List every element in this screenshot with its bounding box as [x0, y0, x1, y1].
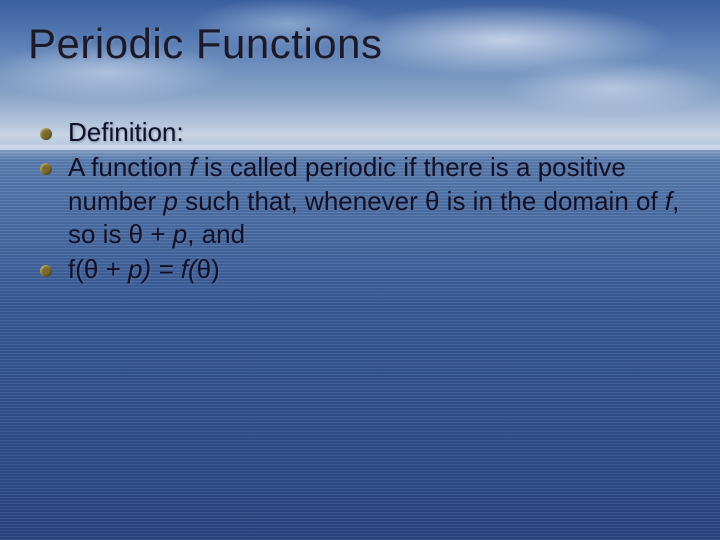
bullet-description: A function f is called periodic if there… — [34, 151, 692, 251]
slide-content: Periodic Functions Definition: A functio… — [0, 0, 720, 286]
bullet-text: Definition: — [68, 117, 184, 147]
text-fragment: f(θ + — [68, 254, 128, 284]
bullet-definition: Definition: — [34, 116, 692, 149]
bullet-list: Definition: A function f is called perio… — [28, 116, 692, 286]
text-italic-p: p — [163, 186, 185, 216]
text-fragment: θ) — [197, 254, 220, 284]
text-italic-p: p — [173, 219, 187, 249]
text-fragment: such that, whenever θ is in the domain o… — [185, 186, 665, 216]
text-italic-f: f — [189, 152, 203, 182]
text-italic: p) = f( — [128, 254, 197, 284]
text-fragment: A function — [68, 152, 189, 182]
bullet-equation: f(θ + p) = f(θ) — [34, 253, 692, 286]
text-fragment: , and — [187, 219, 245, 249]
slide-title: Periodic Functions — [28, 20, 692, 68]
